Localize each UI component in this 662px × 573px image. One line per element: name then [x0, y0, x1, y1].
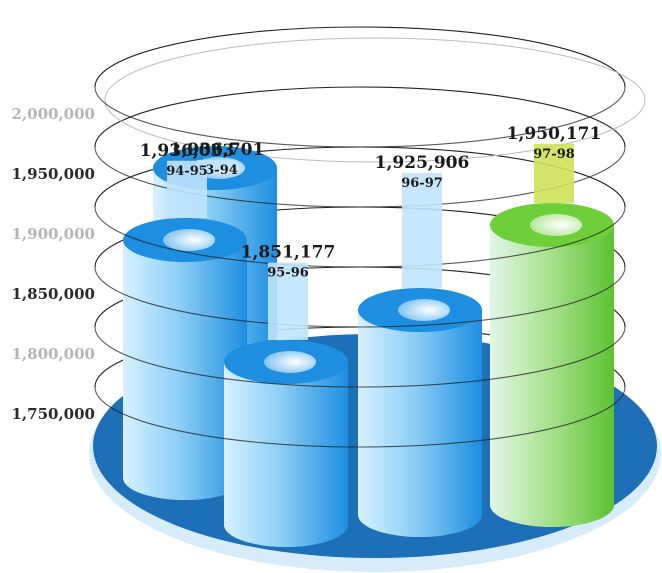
cylinder-hole — [530, 214, 582, 236]
y-tick-label: 1,750,000 — [11, 405, 95, 423]
cylinder-body — [358, 310, 482, 537]
data-value-label: 1,851,177 — [241, 243, 336, 263]
category-label: 95-96 — [267, 266, 309, 281]
y-tick-label: 1,950,000 — [11, 165, 95, 183]
gridline-ring-back — [94, 86, 626, 148]
data-value-label: 1,936,033 — [140, 141, 235, 161]
cylinder-body — [224, 362, 348, 547]
cylinder-hole — [398, 299, 450, 321]
data-value-label: 1,936,701 — [170, 140, 265, 160]
gridline-ring-front — [94, 266, 626, 328]
y-tick-label: 2,000,000 — [11, 105, 95, 123]
gridline-ring-front — [94, 206, 626, 268]
cylinder-hole — [264, 351, 316, 373]
gridline-ring-front — [94, 386, 626, 448]
value-flag — [197, 159, 237, 170]
gridline-ring-front — [94, 146, 626, 208]
value-flag — [167, 160, 207, 218]
y-tick-label: 1,900,000 — [11, 225, 95, 243]
gridline-front-layer — [94, 86, 626, 448]
data-value-label: 1,925,906 — [375, 153, 470, 173]
value-flag — [268, 262, 308, 340]
gridline-ring-front — [94, 326, 626, 388]
value-flag — [534, 143, 574, 203]
data-value-label: 1,950,171 — [507, 124, 602, 144]
y-tick-label: 1,850,000 — [11, 285, 95, 303]
gridline-ring-front — [94, 86, 626, 148]
gridline-ring-back — [94, 26, 626, 88]
y-axis-ticks: 1,750,000 1,800,000 1,850,000 1,900,000 1,95… — [11, 105, 95, 423]
category-label: 97-98 — [533, 147, 575, 162]
y-tick-label: 1,800,000 — [11, 345, 95, 363]
gridline-ring-top — [104, 37, 646, 163]
value-flag — [402, 172, 442, 288]
cylinder-hole — [163, 229, 215, 251]
category-label: 96-97 — [401, 176, 443, 191]
cylinder-body — [490, 225, 614, 527]
category-label: 94-95 — [166, 164, 208, 179]
